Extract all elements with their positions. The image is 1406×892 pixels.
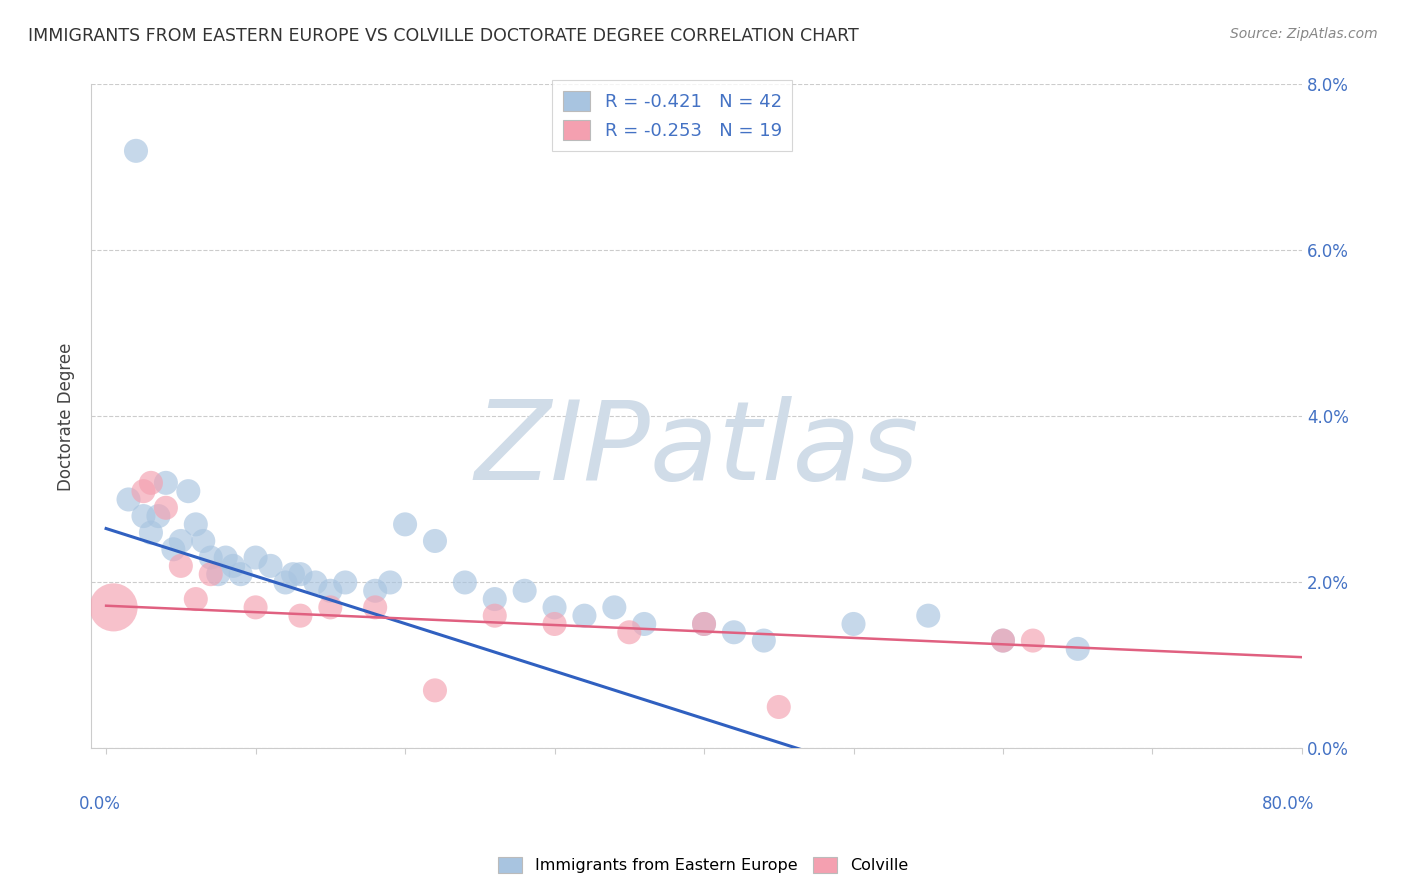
Text: 80.0%: 80.0% <box>1261 795 1315 813</box>
Legend: R = -0.421   N = 42, R = -0.253   N = 19: R = -0.421 N = 42, R = -0.253 N = 19 <box>553 80 793 151</box>
Text: 0.0%: 0.0% <box>79 795 121 813</box>
Point <box>574 608 596 623</box>
Point <box>200 567 222 582</box>
Y-axis label: Doctorate Degree: Doctorate Degree <box>58 343 75 491</box>
Point <box>319 583 342 598</box>
Point <box>723 625 745 640</box>
Point <box>364 583 387 598</box>
Point <box>1067 641 1090 656</box>
Point <box>917 608 939 623</box>
Point <box>222 558 245 573</box>
Legend: Immigrants from Eastern Europe, Colville: Immigrants from Eastern Europe, Colville <box>492 850 914 880</box>
Text: IMMIGRANTS FROM EASTERN EUROPE VS COLVILLE DOCTORATE DEGREE CORRELATION CHART: IMMIGRANTS FROM EASTERN EUROPE VS COLVIL… <box>28 27 859 45</box>
Point <box>117 492 139 507</box>
Point <box>184 517 207 532</box>
Point <box>304 575 326 590</box>
Point <box>693 617 716 632</box>
Point <box>364 600 387 615</box>
Text: ZIPatlas: ZIPatlas <box>474 396 918 503</box>
Point <box>259 558 281 573</box>
Point <box>132 484 155 499</box>
Point <box>290 567 312 582</box>
Point <box>103 600 125 615</box>
Point <box>148 509 170 524</box>
Point <box>454 575 477 590</box>
Point <box>200 550 222 565</box>
Point <box>207 567 229 582</box>
Point <box>693 617 716 632</box>
Point <box>193 533 215 548</box>
Text: Source: ZipAtlas.com: Source: ZipAtlas.com <box>1230 27 1378 41</box>
Point <box>319 600 342 615</box>
Point <box>125 144 148 158</box>
Point <box>543 600 565 615</box>
Point <box>484 592 506 607</box>
Point <box>335 575 357 590</box>
Point <box>229 567 252 582</box>
Point <box>378 575 401 590</box>
Point <box>423 533 446 548</box>
Point <box>991 633 1014 648</box>
Point <box>245 600 267 615</box>
Point <box>132 509 155 524</box>
Point <box>1022 633 1045 648</box>
Point <box>162 542 184 557</box>
Point <box>484 608 506 623</box>
Point <box>603 600 626 615</box>
Point <box>215 550 238 565</box>
Point <box>184 592 207 607</box>
Point <box>281 567 304 582</box>
Point <box>245 550 267 565</box>
Point <box>752 633 775 648</box>
Point <box>155 475 177 490</box>
Point <box>139 525 162 540</box>
Point <box>619 625 641 640</box>
Point <box>274 575 297 590</box>
Point <box>633 617 655 632</box>
Point <box>170 558 193 573</box>
Point <box>543 617 565 632</box>
Point <box>768 700 790 714</box>
Point <box>177 484 200 499</box>
Point <box>170 533 193 548</box>
Point <box>991 633 1014 648</box>
Point <box>842 617 865 632</box>
Point <box>290 608 312 623</box>
Point <box>155 500 177 515</box>
Point <box>423 683 446 698</box>
Point <box>513 583 536 598</box>
Point <box>394 517 416 532</box>
Point <box>139 475 162 490</box>
